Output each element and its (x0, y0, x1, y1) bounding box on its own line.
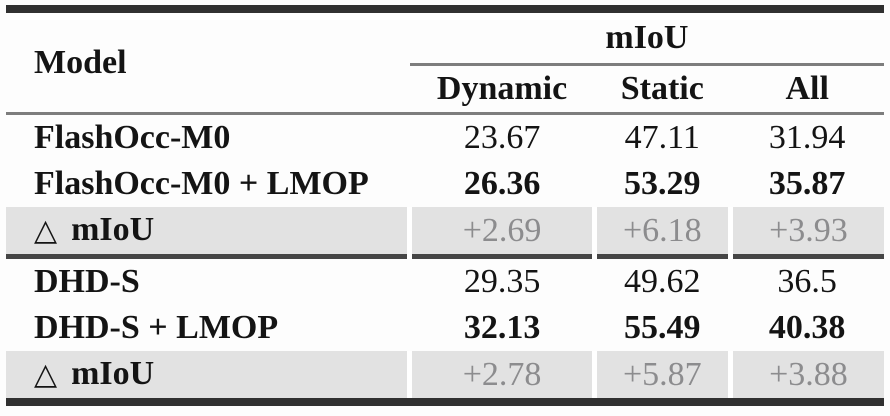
value-cell: 55.49 (624, 309, 701, 346)
value-cell: 36.5 (730, 254, 884, 305)
column-header-static: Static (594, 64, 731, 115)
value-cell: 26.36 (463, 165, 541, 202)
header-row-group: Model mIoU (6, 9, 884, 115)
model-cell: △ mIoU (6, 207, 410, 257)
delta-triangle-icon: △ (34, 357, 58, 392)
table-row: DHD-S + LMOP 32.13 55.49 40.38 (6, 305, 884, 351)
table-row: FlashOcc-M0 23.67 47.11 31.94 (6, 114, 884, 162)
value-cell: 40.38 (768, 309, 846, 346)
model-cell: DHD-S + LMOP (34, 309, 279, 346)
delta-row-label: mIoU (71, 355, 155, 392)
value-cell: 35.87 (768, 165, 846, 202)
value-cell: +5.87 (591, 351, 731, 402)
value-cell: 53.29 (624, 165, 701, 202)
table-body: FlashOcc-M0 23.67 47.11 31.94 FlashOcc-M0 + … (6, 114, 884, 402)
column-header-all: All (730, 64, 884, 115)
model-cell: FlashOcc-M0 (34, 119, 231, 156)
value-cell: 47.11 (624, 119, 700, 156)
value-cell: +3.93 (727, 207, 884, 257)
value-cell: 29.35 (409, 254, 595, 305)
value-cell: 49.62 (594, 254, 731, 305)
value-cell: +3.88 (727, 351, 884, 402)
table-row: DHD-S 29.35 49.62 36.5 (6, 254, 884, 305)
model-cell: △ mIoU (6, 351, 410, 402)
column-header-dynamic: Dynamic (409, 64, 595, 115)
value-cell: +2.78 (407, 351, 595, 402)
value-cell: +2.69 (407, 207, 595, 257)
table-row: △ mIoU +2.78 +5.87 +3.88 (6, 351, 884, 402)
model-cell: DHD-S (6, 254, 410, 305)
value-cell: 23.67 (463, 119, 541, 156)
value-cell: 32.13 (463, 309, 541, 346)
value-cell: 31.94 (768, 119, 846, 156)
table-row: FlashOcc-M0 + LMOP 26.36 53.29 35.87 (6, 161, 884, 207)
column-group-header-miou: mIoU (409, 9, 884, 66)
header-row-subcolumns: Dynamic Static All (6, 64, 884, 115)
table-row: △ mIoU +2.69 +6.18 +3.93 (6, 207, 884, 257)
value-cell: +6.18 (591, 207, 731, 257)
delta-row-label: mIoU (71, 211, 155, 248)
column-header-model: Model (6, 9, 410, 115)
table-header: Model mIoU Dynamic Static All (6, 9, 884, 115)
delta-triangle-icon: △ (34, 213, 58, 248)
results-table: Model mIoU Dynamic Static All FlashOcc-M… (6, 5, 884, 406)
model-cell: FlashOcc-M0 + LMOP (34, 165, 369, 202)
